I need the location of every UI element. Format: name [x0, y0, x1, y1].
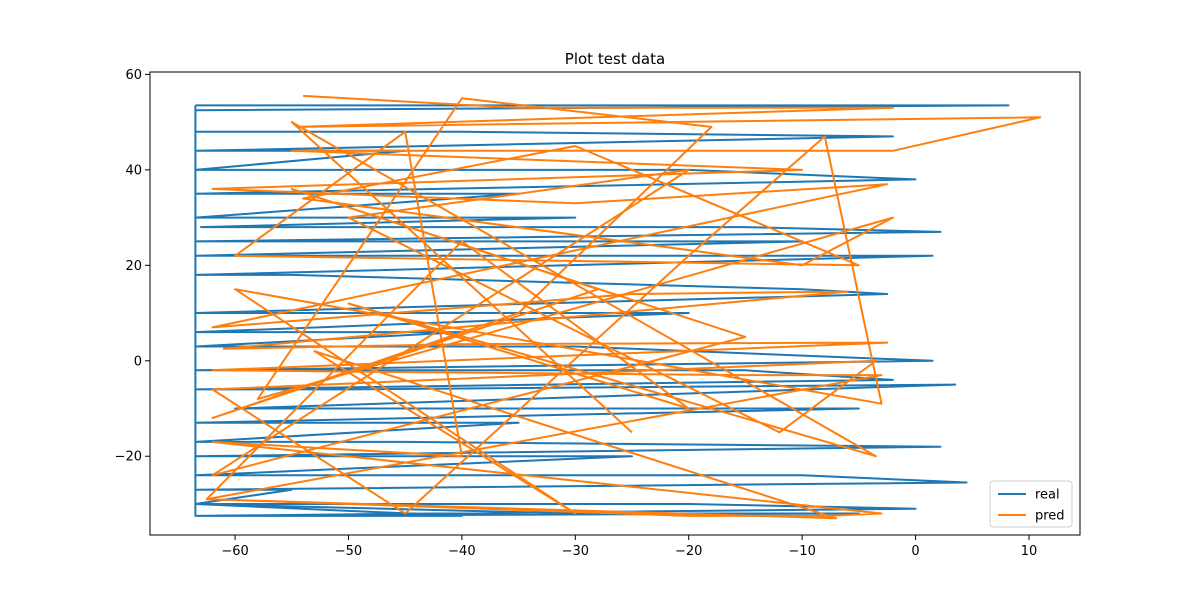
x-tick-label: 10 [1021, 544, 1038, 559]
series-pred-line [205, 94, 1042, 520]
y-axis: −20 0 20 40 60 [115, 68, 150, 465]
y-tick-label: 40 [125, 163, 142, 178]
y-tick-label: 0 [134, 354, 142, 369]
x-tick-label: −60 [221, 544, 248, 559]
y-tick-label: 20 [125, 259, 142, 274]
x-axis: −60 −50 −40 −30 −20 −10 0 10 [221, 535, 1037, 559]
x-tick-label: 0 [911, 544, 919, 559]
legend-label-pred: pred [1035, 509, 1065, 524]
series-real-line [194, 104, 1010, 517]
y-tick-label: 60 [125, 68, 142, 83]
chart-title: Plot test data [565, 50, 665, 68]
y-tick-label: −20 [115, 450, 142, 465]
series-layer [194, 94, 1042, 520]
x-tick-label: −10 [788, 544, 815, 559]
x-tick-label: −20 [675, 544, 702, 559]
x-tick-label: −40 [448, 544, 475, 559]
legend-label-real: real [1035, 488, 1060, 503]
x-tick-label: −50 [335, 544, 362, 559]
legend: real pred [989, 480, 1073, 528]
x-tick-label: −30 [562, 544, 589, 559]
plot-frame [149, 71, 1081, 536]
